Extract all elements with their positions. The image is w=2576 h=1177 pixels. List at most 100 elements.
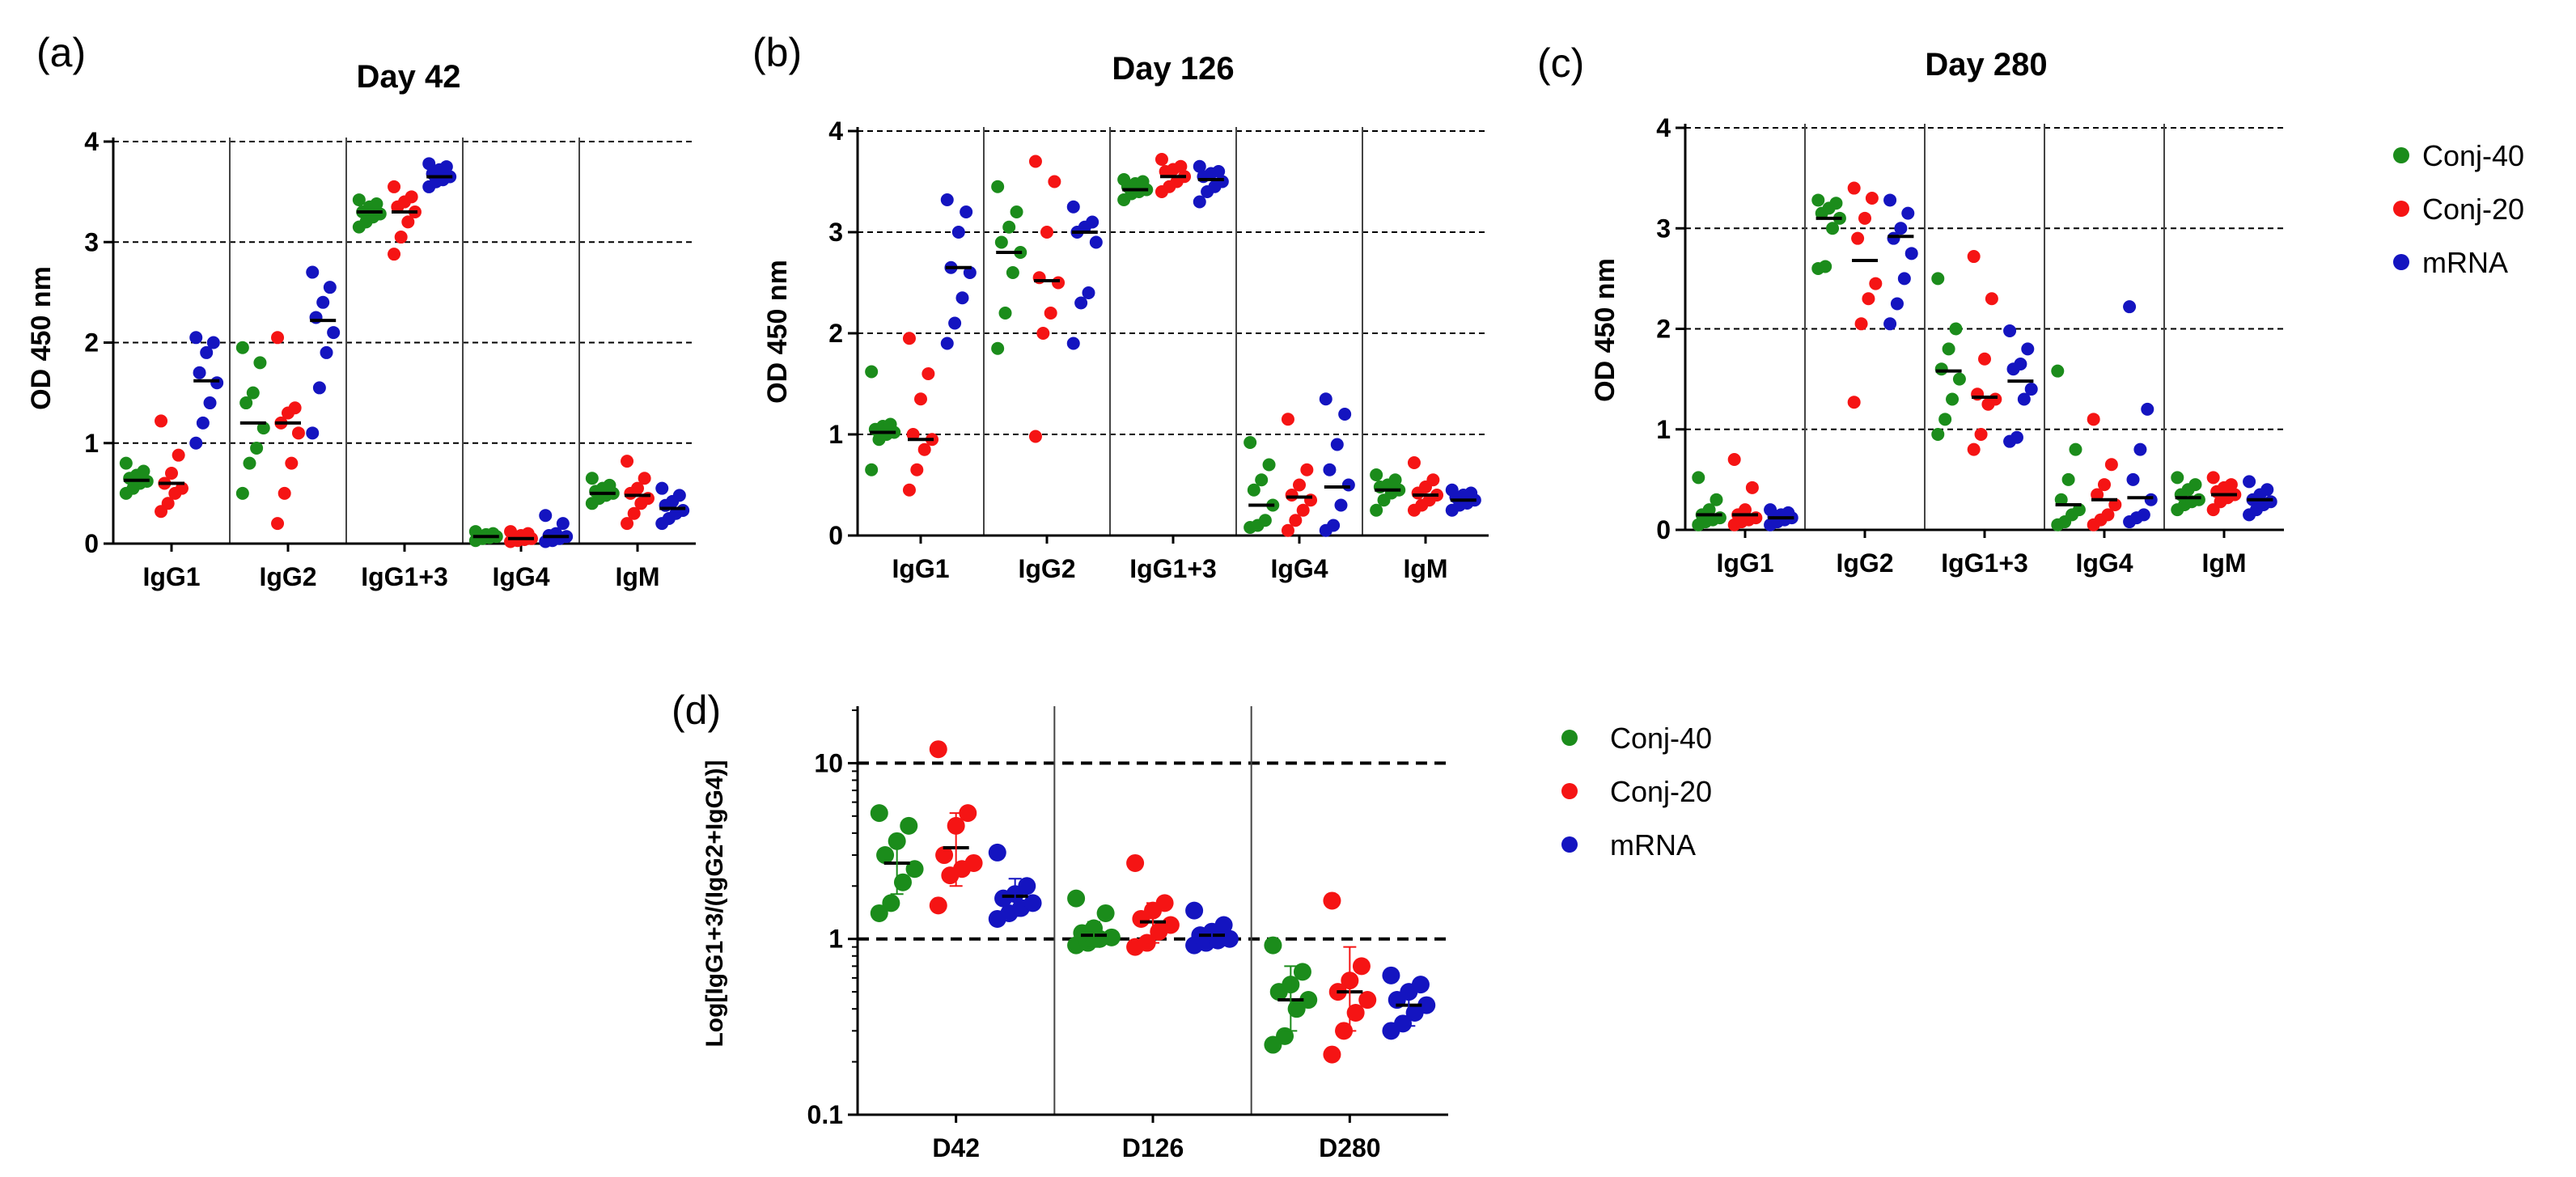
data-point-mrna-igg1 — [210, 376, 224, 390]
data-point-mrna-igg2 — [1074, 296, 1088, 310]
data-point-mrna-igm — [672, 489, 686, 502]
data-point-conj-40-d42 — [870, 904, 888, 922]
data-point-mrna-igg4 — [1323, 463, 1337, 476]
data-point-conj-20-igg4 — [521, 527, 535, 540]
data-point-conj-20-igg2 — [271, 331, 285, 345]
data-point-conj-20-igm — [2206, 471, 2220, 485]
data-point-conj-40-igg4 — [1255, 473, 1269, 487]
data-point-conj-20-igm — [1426, 473, 1440, 487]
y-axis-label-d: Log[IgG1+3/(IgG2+IgG4)] — [701, 760, 728, 1047]
data-point-conj-40-d126 — [1067, 889, 1086, 908]
data-point-mrna-igg4 — [2133, 442, 2147, 456]
data-point-mrna-igg1 — [193, 366, 206, 379]
data-point-conj-20-igg4 — [2108, 497, 2122, 511]
data-point-mrna-igm — [2264, 495, 2277, 509]
data-point-mrna-d280 — [1417, 996, 1436, 1014]
data-point-mrna-igg1 — [200, 345, 214, 359]
data-point-conj-20-igg4 — [504, 525, 518, 539]
x-tick-label-igg1: IgG1 — [892, 554, 949, 583]
data-point-conj-40-igg1 — [1702, 503, 1716, 517]
y-tick-label: 0 — [828, 521, 843, 550]
data-point-conj-20-igg1 — [910, 463, 924, 476]
data-point-mrna-igg2 — [1883, 317, 1897, 331]
data-point-mrna-igg4 — [2141, 402, 2154, 416]
data-point-conj-20-igg4 — [2087, 413, 2100, 426]
data-point-conj-20-igg1 — [1745, 481, 1759, 494]
data-point-mrna-igg2 — [1089, 235, 1103, 249]
data-point-conj-20-igg1-3 — [1967, 250, 1981, 264]
data-point-mrna-d126 — [1214, 916, 1233, 934]
data-point-mrna-igm — [2260, 483, 2274, 497]
data-point-conj-40-igg1 — [865, 463, 879, 476]
y-tick-label: 1 — [828, 420, 843, 449]
data-point-mrna-igg1 — [196, 416, 210, 430]
data-point-conj-40-igg2 — [1826, 222, 1840, 235]
data-point-conj-20-igg4 — [2104, 458, 2118, 472]
data-point-conj-20-igg1 — [155, 414, 168, 428]
data-point-mrna-igg2 — [1890, 297, 1904, 311]
data-point-conj-20-igg1 — [917, 442, 931, 456]
data-point-conj-20-d280 — [1358, 991, 1377, 1010]
data-point-mrna-igg2 — [1086, 215, 1099, 229]
data-point-conj-40-igg2 — [250, 441, 264, 455]
data-point-conj-20-igm — [621, 517, 634, 531]
data-point-conj-40-igg1 — [883, 417, 897, 431]
y-tick-label: 2 — [828, 319, 843, 348]
data-point-mrna-igg1-3 — [2024, 383, 2038, 396]
y-tick-label: 4 — [828, 116, 843, 146]
data-point-conj-20-igm — [638, 472, 651, 485]
data-point-conj-20-igg1-3 — [405, 190, 418, 204]
data-point-conj-40-igg4 — [2051, 364, 2065, 378]
x-tick-label-igg1: IgG1 — [142, 562, 200, 591]
data-point-conj-20-igg2 — [1036, 327, 1050, 340]
data-point-conj-20-igg2 — [1044, 307, 1057, 320]
data-point-conj-20-igg2 — [1847, 181, 1861, 195]
data-point-conj-40-igg4 — [2061, 472, 2075, 486]
data-point-conj-40-igg2 — [239, 396, 253, 410]
data-point-conj-40-d42 — [876, 846, 895, 865]
data-point-conj-20-igg2 — [1028, 430, 1042, 443]
legend-marker-conj-20 — [2393, 201, 2409, 217]
data-point-mrna-igg1-3 — [439, 160, 453, 174]
legend-top: Conj-40 Conj-20 mRNA — [2393, 139, 2524, 279]
legend-label-conj-40: Conj-40 — [2422, 139, 2524, 172]
data-point-conj-20-d42 — [929, 896, 947, 915]
data-point-mrna-igg4 — [1341, 478, 1355, 492]
data-point-conj-20-d42 — [959, 804, 977, 823]
data-point-mrna-igg1-3 — [1212, 165, 1226, 178]
data-point-conj-40-d280 — [1264, 936, 1282, 955]
data-point-conj-40-d280 — [1293, 963, 1311, 981]
legend-label-conj-20: Conj-20 — [1610, 775, 1712, 808]
data-point-conj-20-igg2 — [1028, 155, 1042, 168]
data-point-conj-40-igm — [603, 478, 616, 492]
data-point-mrna-igg4 — [556, 517, 570, 531]
data-point-conj-40-igg1-3 — [1949, 322, 1963, 336]
data-point-conj-40-igg4 — [1262, 458, 1276, 472]
data-point-mrna-igg1 — [960, 205, 973, 218]
plot-area-b: 0 1 2 3 4 IgG1 IgG2 IgG1+3 IgG4 IgM — [828, 116, 1489, 583]
data-point-conj-20-igg1 — [922, 367, 935, 380]
data-point-conj-20-igg1-3 — [1974, 427, 1988, 441]
data-point-conj-20-igg1 — [1727, 453, 1741, 467]
panel-letter-c: (c) — [1537, 40, 1584, 86]
data-point-mrna-igg4 — [2126, 472, 2140, 486]
data-point-mrna-igg2 — [1897, 272, 1911, 286]
data-point-mrna-igg4 — [2137, 508, 2150, 522]
data-point-mrna-igg1 — [963, 266, 977, 279]
data-point-conj-40-igg1 — [1710, 493, 1723, 506]
data-point-conj-40-igg2 — [253, 356, 267, 370]
data-point-mrna-d42 — [1018, 877, 1036, 895]
data-point-conj-20-igg2 — [1862, 292, 1875, 306]
data-point-conj-20-igg4 — [1293, 478, 1306, 492]
x-tick-label-igg4: IgG4 — [1270, 554, 1328, 583]
data-point-mrna-igm — [655, 481, 669, 495]
x-tick-label-igg4: IgG4 — [492, 562, 549, 591]
data-point-conj-20-igg1 — [902, 332, 916, 345]
data-point-mrna-igg1 — [951, 226, 965, 239]
data-point-conj-40-igg1-3 — [1931, 272, 1945, 286]
data-point-conj-40-igg2 — [246, 386, 260, 400]
data-point-conj-40-igg4 — [1244, 436, 1257, 449]
data-point-conj-40-igg2 — [994, 235, 1008, 249]
data-point-conj-40-igg1-3 — [1942, 342, 1955, 356]
data-point-mrna-igg2 — [1894, 222, 1908, 235]
